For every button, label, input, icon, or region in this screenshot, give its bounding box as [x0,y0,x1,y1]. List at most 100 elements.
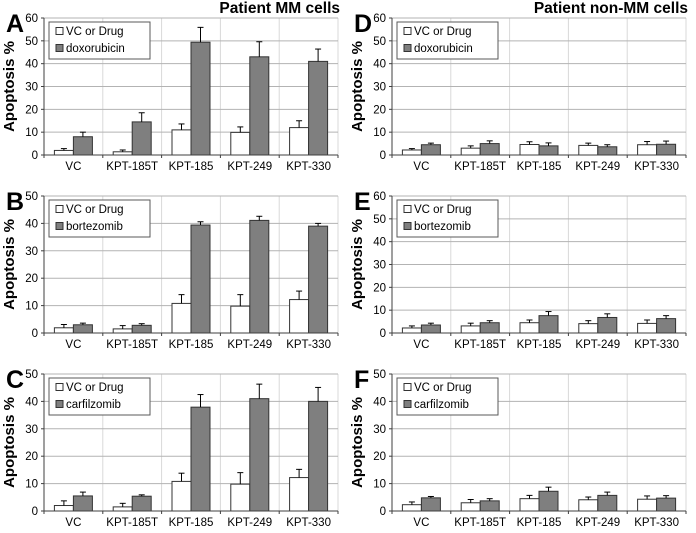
bar-control [230,305,251,334]
y-tick-label: 50 [373,36,386,48]
bar-control [578,144,599,156]
y-tick-label: 10 [25,127,38,139]
bar-control [171,480,192,512]
y-tick-label: 60 [373,13,386,25]
bar-drug [420,324,441,334]
category-label: KPT-185T [106,339,158,351]
bar-control [53,327,74,334]
y-tick-label: 10 [373,305,386,317]
y-tick-label: 0 [32,150,38,162]
legend-label: bortezomib [414,221,471,233]
bar-drug [538,490,559,512]
bar-drug [72,495,93,512]
category-label: KPT-249 [575,517,620,529]
y-tick-label: 20 [25,104,38,116]
y-tick-label: 30 [25,246,38,258]
bar-drug [249,219,270,334]
bar-drug [131,121,152,156]
category-label: KPT-185 [169,161,214,173]
y-tick-label: 30 [373,260,386,272]
legend-label: doxorubicin [66,43,125,55]
legend-swatch-drug [403,222,412,230]
y-tick-label: 60 [373,191,386,203]
legend-swatch-drug [55,222,64,230]
legend-box [396,199,499,238]
y-tick-label: 10 [373,127,386,139]
y-tick-label: 30 [25,424,38,436]
bar-control [637,144,658,156]
category-label: KPT-330 [286,339,331,351]
y-tick-label: 20 [25,273,38,285]
category-label: KPT-185 [169,517,214,529]
panel-title: Patient non-MM cells [534,0,688,17]
legend: VC or Drug bortezomib [396,199,499,238]
legend-box [396,377,499,416]
panel-title: Patient MM cells [219,0,340,17]
panel-letter: E [354,188,371,216]
y-tick-label: 10 [373,479,386,491]
category-label: KPT-330 [634,339,679,351]
y-tick-label: 60 [25,13,38,25]
legend-swatch-drug [403,44,412,52]
bar-drug [597,146,618,156]
legend-swatch-control [55,383,64,391]
panel-cell-E: 0 10 20 30 40 50 60 VC KPT-185T KPT-185 KPT-249 KPT… [348,178,696,356]
y-tick-label: 0 [32,328,38,340]
category-label: KPT-249 [575,339,620,351]
bar-drug [656,497,677,512]
bar-drug [308,60,329,156]
y-tick-label: 40 [25,59,38,71]
bar-chart-panel-a: 0 10 20 30 40 50 60 VC KPT-185T KPT-185 KPT-249 KPT… [0,0,348,178]
category-label: KPT-185 [517,161,562,173]
y-axis-label: Apoptosis % [349,41,366,132]
bar-chart-panel-c: 0 10 20 30 40 50 VC KPT-185T KPT-185 KPT-249 KPT-3… [0,356,348,533]
bar-control [112,328,133,334]
panel-letter: A [6,10,24,38]
category-label: KPT-249 [227,517,272,529]
panel-letter: D [354,10,372,38]
y-tick-label: 30 [25,82,38,94]
category-label: KPT-185T [106,161,158,173]
bar-drug [190,41,211,156]
category-label: VC [65,517,81,529]
panel-letter: C [6,366,24,394]
bar-control [289,477,310,512]
legend-label: bortezomib [66,221,123,233]
panel-letter: F [354,366,369,394]
bar-control [289,299,310,334]
legend-label: carfilzomib [414,399,469,411]
bar-drug [72,324,93,334]
bar-control [460,502,481,512]
y-tick-label: 40 [373,396,386,408]
legend: VC or Drug carfilzomib [396,377,499,416]
bar-control [401,504,422,512]
legend-swatch-control [55,205,64,213]
category-label: VC [413,339,429,351]
bar-control [519,322,540,334]
legend-label: VC or Drug [414,204,472,216]
category-label: KPT-330 [286,161,331,173]
legend-box [48,21,151,60]
category-label: VC [413,517,429,529]
category-label: KPT-185T [454,161,506,173]
bar-control [460,147,481,156]
bar-drug [190,224,211,334]
legend: VC or Drug doxorubicin [48,21,151,60]
category-label: KPT-249 [227,161,272,173]
bar-control [578,323,599,334]
legend-label: doxorubicin [414,43,473,55]
y-tick-label: 10 [25,301,38,313]
category-label: VC [413,161,429,173]
y-tick-label: 20 [373,104,386,116]
bar-drug [479,143,500,156]
bar-drug [597,316,618,334]
y-tick-label: 40 [25,396,38,408]
bar-drug [131,495,152,512]
bar-control [460,325,481,334]
legend-box [48,377,151,416]
category-label: KPT-330 [286,517,331,529]
bar-drug [249,398,270,512]
bar-drug [538,315,559,334]
bar-drug [308,225,329,334]
category-label: KPT-185 [517,339,562,351]
